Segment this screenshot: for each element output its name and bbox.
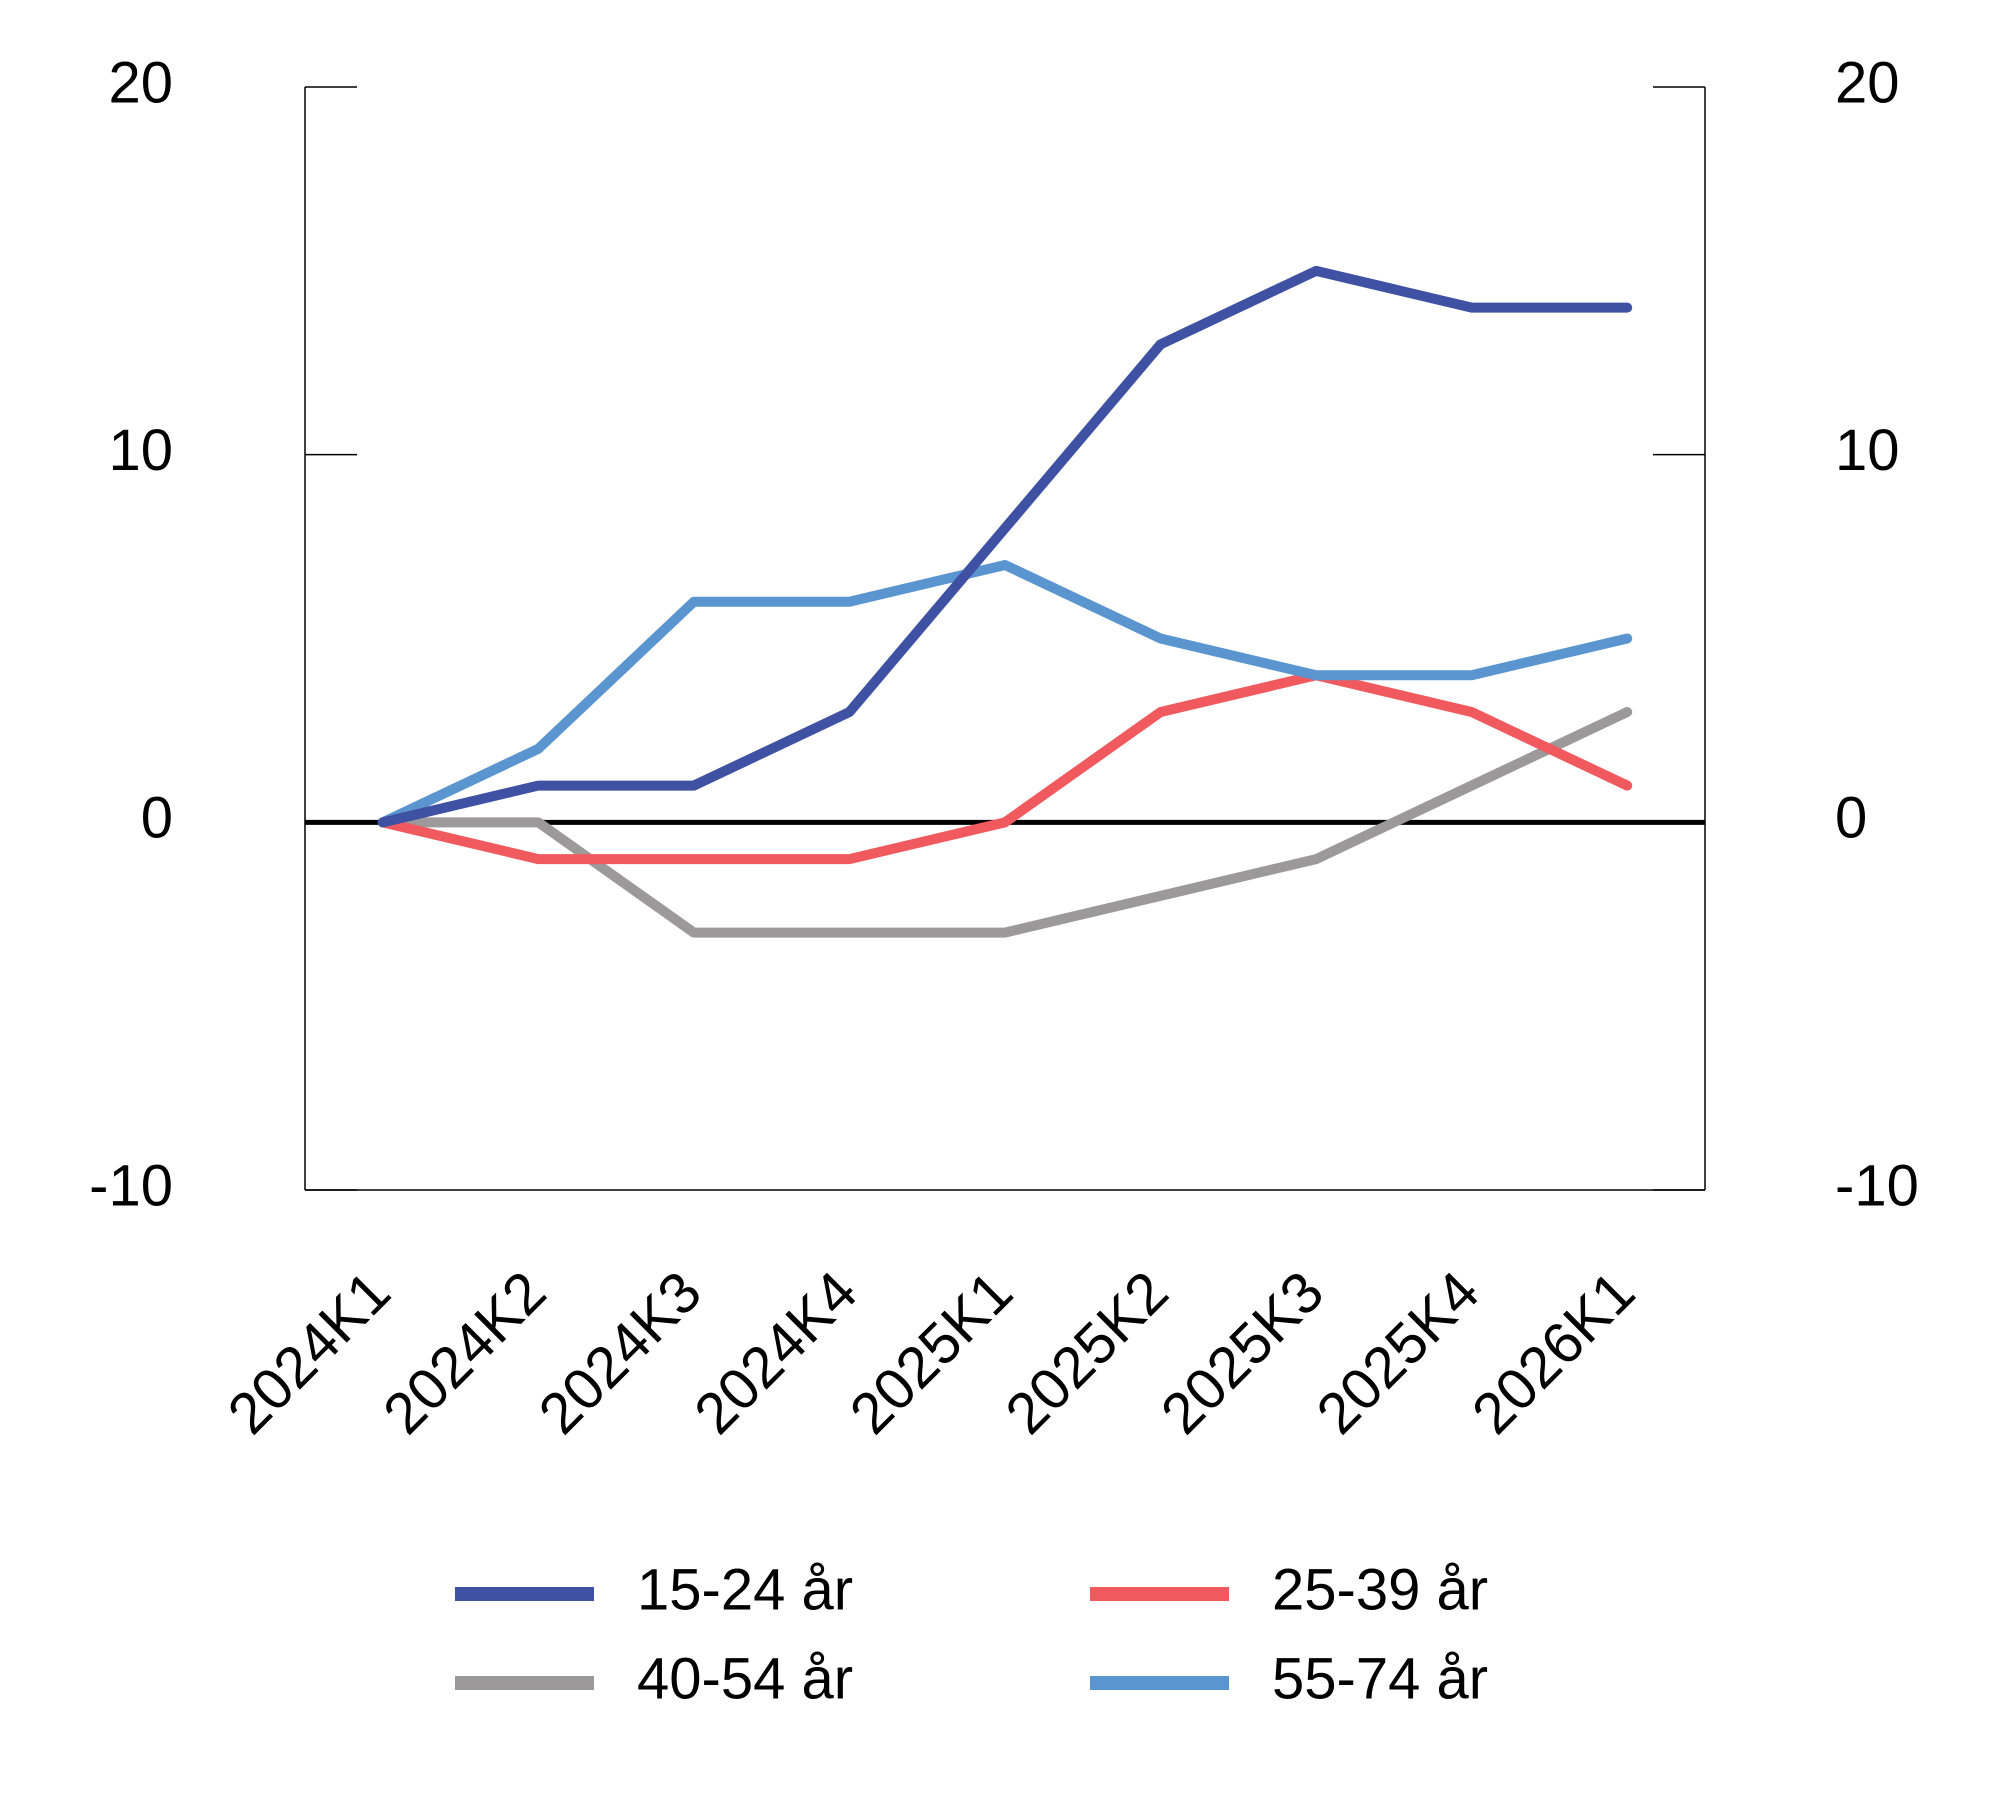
x-tick-label: 2024K2 [371, 1259, 558, 1446]
legend-label: 15-24 år [637, 1557, 853, 1622]
x-tick-label: 2024K1 [215, 1259, 402, 1446]
x-tick-label: 2026K1 [1460, 1259, 1647, 1446]
y2-tick-label: 20 [1835, 50, 1900, 115]
series-line [377, 559, 1633, 828]
series-line [377, 265, 1633, 828]
legend-label: 40-54 år [637, 1646, 853, 1711]
y2-tick-label: -10 [1835, 1153, 1919, 1218]
x-tick-label: 2025K1 [838, 1259, 1025, 1446]
x-tick-label: 2024K3 [527, 1259, 714, 1446]
x-tick-label: 2025K4 [1304, 1259, 1491, 1446]
y2-tick-label: 10 [1835, 418, 1900, 483]
x-tick-label: 2025K3 [1149, 1259, 1336, 1446]
legend-label: 25-39 år [1272, 1557, 1488, 1622]
y2-tick-label: 0 [1835, 786, 1867, 851]
y-tick-label: 20 [108, 50, 173, 115]
y-tick-label: -10 [89, 1153, 173, 1218]
y-tick-label: 10 [108, 418, 173, 483]
legend-label: 55-74 år [1272, 1646, 1488, 1711]
series-line [377, 670, 1633, 865]
x-tick-label: 2024K4 [682, 1259, 869, 1446]
x-tick-label: 2025K2 [993, 1259, 1180, 1446]
y-tick-label: 0 [141, 786, 173, 851]
